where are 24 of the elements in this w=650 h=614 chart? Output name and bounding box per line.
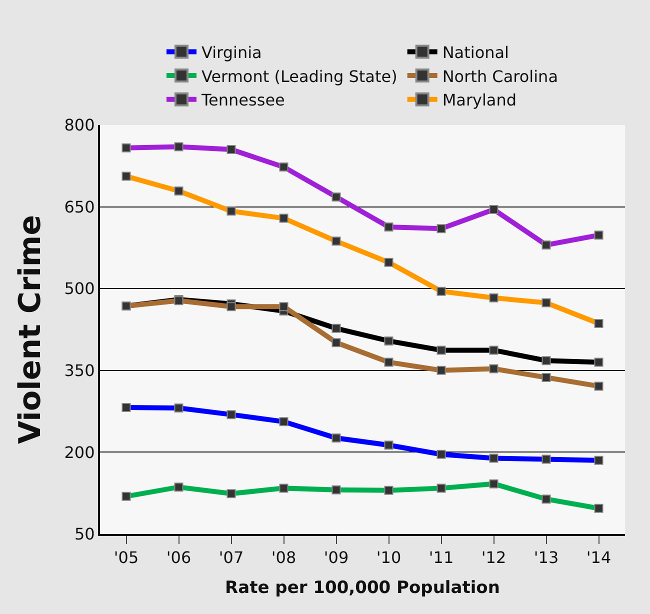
legend-label: Virginia — [202, 42, 262, 62]
x-tick-label: '08 — [271, 548, 296, 568]
x-tick-label: '06 — [166, 548, 192, 568]
y-tick-label: 350 — [64, 361, 95, 380]
legend-label: Maryland — [442, 90, 517, 110]
x-tick-label: '12 — [481, 548, 506, 568]
x-tick-label: '11 — [428, 548, 454, 568]
legend-label: National — [442, 42, 509, 62]
x-tick-label: '09 — [324, 548, 349, 568]
y-tick-label: 200 — [64, 442, 95, 462]
x-tick-label: '14 — [586, 548, 612, 568]
y-tick-label: 50 — [74, 524, 95, 544]
x-tick-label: '05 — [114, 548, 139, 568]
y-axis-title: Violent Crime — [12, 214, 48, 444]
y-tick-label: 500 — [64, 279, 95, 298]
x-axis-title: Rate per 100,000 Population — [225, 578, 500, 598]
x-tick-label: '10 — [376, 548, 402, 568]
x-tick-label: '13 — [534, 548, 559, 568]
y-tick-label: 650 — [64, 197, 95, 216]
x-tick-label: '07 — [218, 548, 244, 568]
legend-label: Vermont (Leading State) — [202, 66, 398, 86]
legend-label: Tennessee — [200, 90, 285, 110]
y-tick-label: 800 — [64, 116, 95, 135]
legend-label: North Carolina — [442, 66, 558, 86]
